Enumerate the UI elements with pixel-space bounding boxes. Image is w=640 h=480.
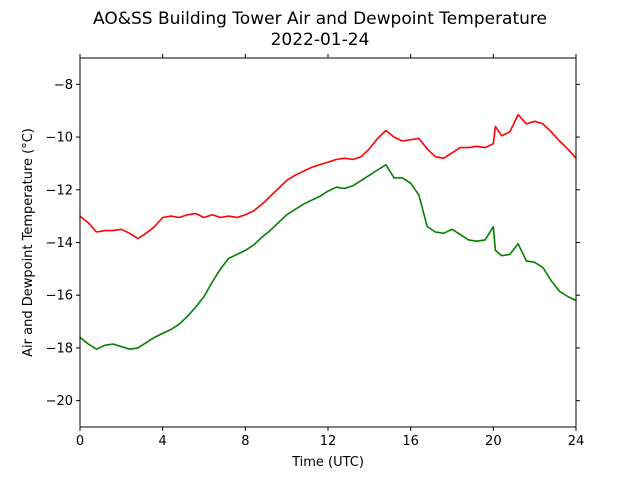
x-tick-label: 0 [76,434,84,449]
chart-subtitle: 2022-01-24 [271,30,370,50]
x-tick-label: 20 [485,434,502,449]
y-tick-label: −10 [46,131,73,146]
series-line-1 [79,113,577,240]
y-tick-label: −8 [54,78,73,93]
plot-frame [79,57,577,428]
y-tick-label: −18 [46,341,73,356]
y-tick-label: −16 [46,289,73,304]
chart-title: AO&SS Building Tower Air and Dewpoint Te… [93,9,547,29]
series-layer [79,113,577,351]
y-tick-label: −12 [46,183,73,198]
x-axis-label: Time (UTC) [291,455,364,470]
x-tick-label: 12 [320,434,337,449]
x-tick-label: 16 [402,434,419,449]
y-tick-label: −14 [46,236,73,251]
x-tick-label: 4 [159,434,167,449]
y-tick-label: −20 [46,394,73,409]
x-tick-label: 24 [568,434,585,449]
y-axis-label: Air and Dewpoint Temperature (°C) [21,128,36,357]
series-line-2 [79,163,577,351]
x-tick-label: 8 [241,434,249,449]
ticks-layer: 0 4 8 12 16 20 24 −20 −18 −16 −14 −12 −10 −8 [46,54,585,449]
